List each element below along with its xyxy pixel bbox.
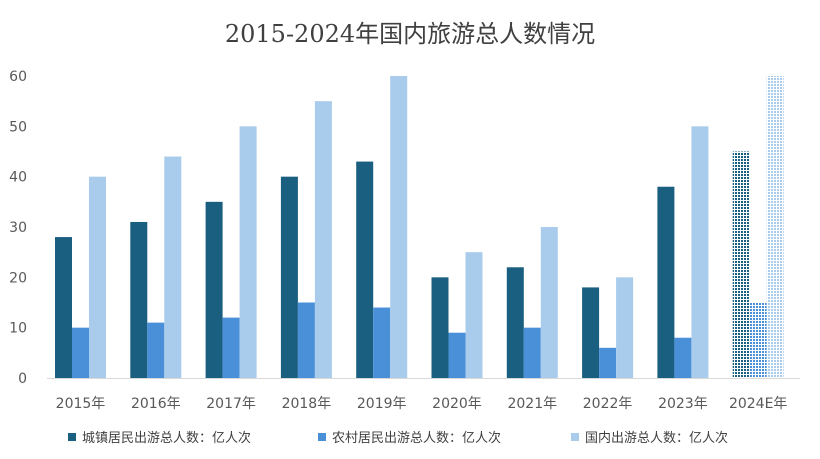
bar-series-2-2018年	[297, 302, 315, 378]
bars	[55, 76, 784, 379]
bar-series-1-2024E年	[732, 151, 750, 378]
legend: 城镇居民出游总人数：亿人次 农村居民出游总人数：亿人次 国内出游总人数：亿人次	[68, 430, 728, 446]
legend-label: 农村居民出游总人数：亿人次	[332, 430, 501, 446]
bar-series-3-2024E年	[766, 76, 784, 378]
y-tick-label: 30	[9, 220, 27, 236]
bar-series-2-2023年	[674, 337, 692, 378]
bar-series-3-2016年	[164, 156, 182, 378]
bar-series-1-2018年	[280, 176, 298, 378]
bar-series-2-2024E年	[749, 302, 767, 378]
legend-label: 城镇居民出游总人数：亿人次	[82, 430, 251, 446]
bar-series-3-2023年	[691, 126, 709, 378]
y-tick-label: 50	[9, 119, 27, 135]
bar-series-2-2021年	[523, 327, 541, 378]
bar-series-3-2015年	[89, 176, 106, 378]
bar-series-2-2015年	[72, 327, 89, 378]
bar-series-1-2015年	[55, 237, 72, 378]
bar-series-2-2022年	[599, 347, 617, 378]
x-tick-label: 2018年	[282, 396, 332, 412]
bar-series-3-2017年	[239, 126, 257, 378]
bar-series-3-2018年	[314, 101, 332, 379]
bar-series-3-2021年	[540, 227, 558, 378]
x-tick-label: 2020年	[432, 396, 482, 412]
bar-series-1-2019年	[356, 161, 374, 378]
bar-series-2-2017年	[222, 317, 240, 378]
bar-series-1-2021年	[506, 267, 524, 378]
y-tick-label: 10	[9, 321, 27, 337]
bar-series-1-2020年	[431, 277, 449, 378]
x-tick-label: 2016年	[131, 396, 181, 412]
bar-series-1-2017年	[205, 201, 223, 378]
y-tick-label: 60	[9, 69, 27, 85]
bar-series-3-2019年	[390, 76, 408, 378]
bar-series-2-2016年	[147, 322, 165, 378]
chart-title: 2015-2024年国内旅游总人数情况	[224, 20, 596, 48]
bar-series-1-2023年	[657, 186, 675, 378]
x-tick-label: 2022年	[583, 396, 633, 412]
y-tick-label: 20	[9, 270, 27, 286]
legend-swatch	[68, 433, 76, 441]
x-tick-label: 2015年	[56, 396, 106, 412]
y-axis: 0 10 20 30 40 50 60	[9, 69, 27, 387]
bar-series-2-2020年	[448, 332, 466, 378]
bar-series-3-2020年	[465, 252, 483, 378]
legend-label: 国内出游总人数：亿人次	[585, 430, 728, 446]
y-tick-label: 40	[9, 170, 27, 186]
x-tick-label: 2017年	[206, 396, 256, 412]
bar-series-1-2016年	[130, 221, 148, 378]
x-axis: 2015年 2016年 2017年 2018年 2019年 2020年 2021年 2022年…	[47, 378, 800, 412]
x-tick-label: 2024E年	[729, 396, 787, 412]
legend-swatch	[318, 433, 326, 441]
bar-series-1-2022年	[582, 287, 600, 378]
x-tick-label: 2021年	[507, 396, 557, 412]
x-tick-label: 2023年	[658, 396, 708, 412]
x-tick-label: 2019年	[357, 396, 407, 412]
y-tick-label: 0	[18, 371, 27, 387]
legend-swatch	[571, 433, 579, 441]
bar-series-3-2022年	[616, 277, 634, 378]
bar-series-2-2019年	[373, 307, 391, 378]
